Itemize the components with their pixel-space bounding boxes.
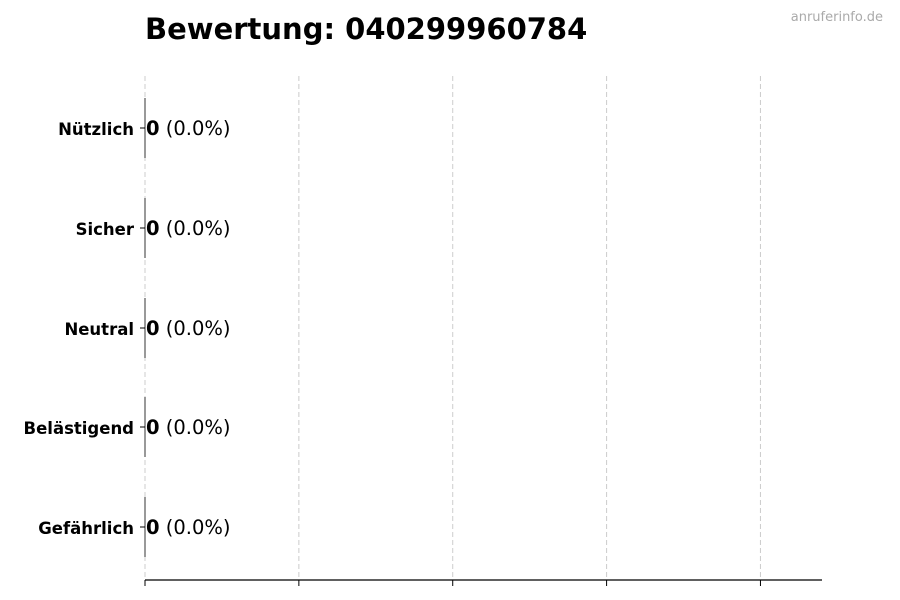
value-count: 0 <box>146 117 160 140</box>
category-label: Nützlich <box>58 120 134 139</box>
value-label: 0 (0.0%) <box>146 317 231 340</box>
value-label: 0 (0.0%) <box>146 117 231 140</box>
value-percent: (0.0%) <box>160 317 231 340</box>
value-percent: (0.0%) <box>160 217 231 240</box>
value-percent: (0.0%) <box>160 117 231 140</box>
category-label: Belästigend <box>24 419 134 438</box>
value-percent: (0.0%) <box>160 516 231 539</box>
value-percent: (0.0%) <box>160 416 231 439</box>
value-count: 0 <box>146 416 160 439</box>
chart-title: Bewertung: 040299960784 <box>145 12 588 46</box>
value-label: 0 (0.0%) <box>146 217 231 240</box>
value-label: 0 (0.0%) <box>146 416 231 439</box>
value-count: 0 <box>146 217 160 240</box>
watermark: anruferinfo.de <box>790 10 883 25</box>
category-label: Gefährlich <box>38 519 134 538</box>
value-label: 0 (0.0%) <box>146 516 231 539</box>
value-count: 0 <box>146 516 160 539</box>
category-label: Neutral <box>64 320 134 339</box>
value-count: 0 <box>146 317 160 340</box>
category-label: Sicher <box>76 220 135 239</box>
